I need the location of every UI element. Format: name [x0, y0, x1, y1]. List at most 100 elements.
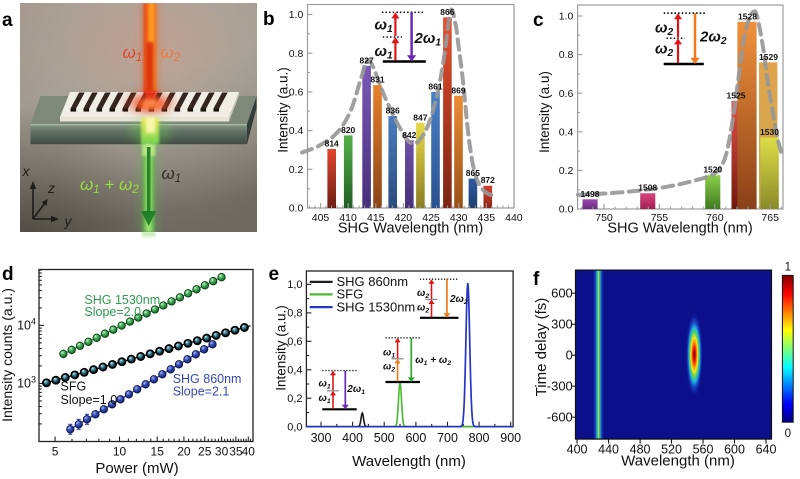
svg-text:831: 831 [370, 75, 384, 85]
svg-text:SHG 860nm: SHG 860nm [337, 274, 409, 289]
svg-text:10: 10 [113, 445, 127, 459]
svg-text:0.2: 0.2 [559, 165, 574, 177]
svg-text:755: 755 [651, 212, 669, 224]
svg-text:Slope=1.0: Slope=1.0 [61, 393, 118, 407]
svg-text:400: 400 [342, 431, 363, 445]
svg-text:0.6: 0.6 [559, 88, 574, 100]
svg-text:ω2​: ω2​ [383, 361, 395, 373]
svg-text:872: 872 [481, 175, 495, 185]
svg-text:500: 500 [374, 431, 395, 445]
svg-text:1498: 1498 [581, 189, 600, 199]
svg-text:1: 1 [785, 262, 791, 274]
svg-text:1,0: 1,0 [287, 279, 302, 291]
svg-text:Wavelength (nm): Wavelength (nm) [352, 453, 466, 470]
svg-text:SHG 1530nm: SHG 1530nm [337, 299, 416, 314]
svg-text:750: 750 [595, 212, 613, 224]
svg-text:-300: -300 [547, 379, 573, 394]
svg-text:25: 25 [198, 445, 212, 459]
svg-text:2ω1​: 2ω1​ [414, 30, 442, 49]
svg-text:900: 900 [500, 431, 521, 445]
svg-text:z: z [47, 180, 55, 196]
svg-text:1520: 1520 [703, 165, 722, 175]
svg-text:440: 440 [598, 443, 619, 457]
svg-text:0.0: 0.0 [289, 203, 304, 215]
svg-text:15: 15 [151, 445, 165, 459]
svg-text:35: 35 [229, 445, 243, 459]
svg-text:ω2​: ω2​ [655, 41, 674, 60]
svg-text:Intensity (a.u.): Intensity (a.u.) [274, 305, 289, 391]
svg-text:1.0: 1.0 [559, 11, 574, 23]
svg-text:2ω2​: 2ω2​ [699, 29, 727, 48]
svg-text:104: 104 [17, 316, 36, 332]
svg-text:765: 765 [761, 212, 779, 224]
svg-text:560: 560 [693, 443, 714, 457]
svg-text:c: c [533, 10, 544, 31]
svg-text:x: x [22, 163, 31, 179]
svg-text:ω1​: ω1​ [319, 393, 331, 405]
svg-text:b: b [263, 9, 275, 30]
svg-text:ω2​: ω2​ [655, 20, 674, 39]
svg-text:0,4: 0,4 [287, 365, 302, 377]
svg-text:2ω1​: 2ω1​ [346, 384, 365, 396]
svg-text:ω1​ + ω2​: ω1​ + ω2​ [80, 175, 139, 196]
svg-text:SHG 1530nm: SHG 1530nm [84, 293, 160, 307]
svg-text:0.8: 0.8 [559, 49, 574, 61]
svg-text:847: 847 [413, 112, 427, 122]
svg-text:435: 435 [478, 212, 496, 224]
svg-text:827: 827 [360, 55, 374, 65]
svg-text:600: 600 [405, 431, 426, 445]
svg-text:300: 300 [311, 431, 332, 445]
svg-text:Intensity (a.u): Intensity (a.u) [537, 71, 552, 153]
svg-text:30: 30 [215, 445, 229, 459]
svg-text:a: a [2, 10, 13, 31]
svg-text:600: 600 [551, 286, 573, 301]
svg-text:420: 420 [395, 212, 413, 224]
svg-text:1508: 1508 [638, 183, 657, 193]
svg-text:Slope=2.0: Slope=2.0 [84, 305, 141, 319]
svg-text:0.8: 0.8 [289, 48, 304, 60]
svg-text:0,2: 0,2 [287, 393, 302, 405]
svg-text:SHG Wavelength (nm): SHG Wavelength (nm) [338, 221, 483, 237]
svg-text:1528: 1528 [738, 11, 757, 21]
svg-text:2ω2​: 2ω2​ [449, 294, 468, 306]
svg-text:800: 800 [469, 431, 490, 445]
svg-text:866: 866 [440, 7, 454, 17]
svg-text:0.6: 0.6 [289, 87, 304, 99]
svg-text:300: 300 [551, 317, 573, 332]
svg-text:0.4: 0.4 [289, 125, 304, 137]
svg-text:ω2​: ω2​ [417, 288, 429, 300]
svg-text:440: 440 [505, 212, 523, 224]
svg-text:400: 400 [567, 443, 588, 457]
svg-text:ω2​: ω2​ [417, 302, 429, 314]
svg-text:869: 869 [451, 85, 465, 95]
svg-text:820: 820 [341, 125, 355, 135]
svg-text:640: 640 [756, 443, 777, 457]
svg-text:0,8: 0,8 [287, 308, 302, 320]
svg-text:ω1​: ω1​ [375, 43, 394, 62]
svg-text:1530: 1530 [760, 127, 779, 137]
svg-text:Intensity counts (a.u.): Intensity counts (a.u.) [0, 288, 15, 422]
svg-text:ω1​: ω1​ [375, 17, 394, 36]
svg-text:5: 5 [52, 445, 59, 459]
svg-text:0: 0 [785, 428, 791, 440]
svg-text:0,6: 0,6 [287, 336, 302, 348]
svg-text:ω1​: ω1​ [319, 379, 331, 391]
svg-text:600: 600 [724, 443, 745, 457]
svg-text:f: f [533, 269, 540, 290]
svg-text:814: 814 [325, 139, 339, 149]
svg-text:865: 865 [466, 168, 480, 178]
svg-text:Slope=2.1: Slope=2.1 [173, 385, 230, 399]
svg-text:480: 480 [630, 443, 651, 457]
svg-text:861: 861 [428, 81, 442, 91]
svg-text:0.4: 0.4 [559, 126, 574, 138]
svg-text:836: 836 [386, 106, 400, 116]
svg-text:e: e [269, 264, 280, 285]
svg-text:Intensity (a.u.): Intensity (a.u.) [276, 67, 291, 153]
svg-text:d: d [2, 264, 14, 285]
svg-text:ω1​: ω1​ [383, 348, 395, 360]
svg-text:415: 415 [367, 212, 385, 224]
svg-text:y: y [64, 213, 73, 229]
svg-text:0.2: 0.2 [289, 164, 304, 176]
svg-text:842: 842 [402, 130, 416, 140]
svg-text:20: 20 [177, 445, 191, 459]
